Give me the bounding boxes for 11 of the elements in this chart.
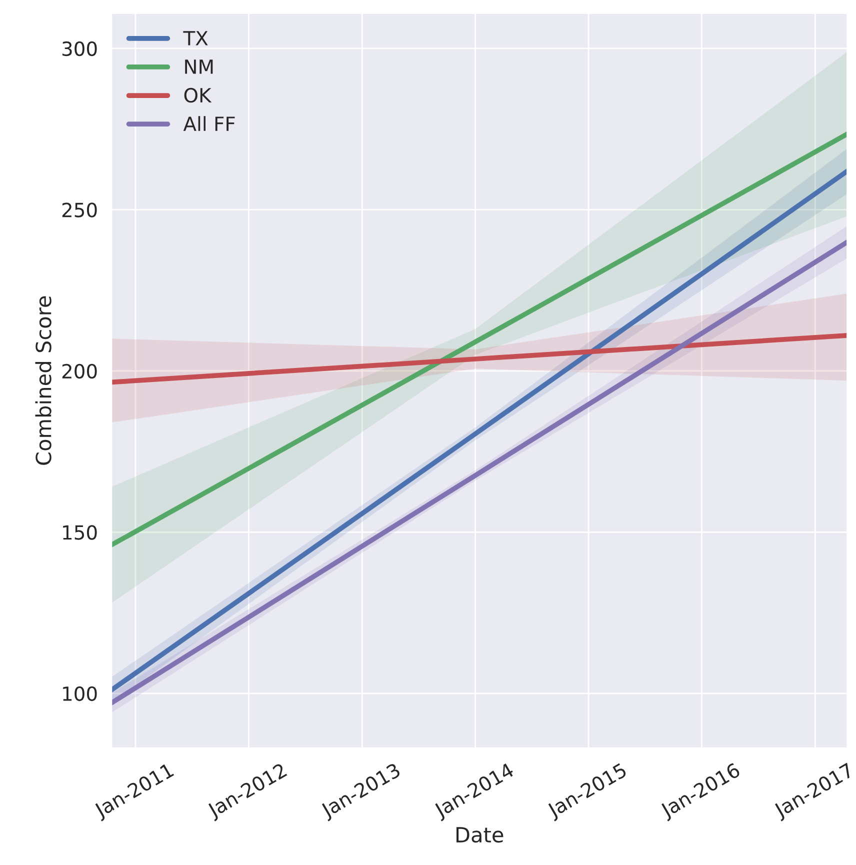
y-tick-label: 250 <box>62 202 97 218</box>
y-tick-label: 150 <box>63 525 97 540</box>
legend-label: TX <box>183 31 208 46</box>
x-axis-title: Date <box>456 827 504 843</box>
y-tick-label: 100 <box>63 686 97 702</box>
y-tick-label: 300 <box>62 41 97 56</box>
legend-label: OK <box>184 88 212 103</box>
legend-label: NM <box>185 60 213 74</box>
y-axis-title: Combined Score <box>35 296 52 465</box>
legend-label: All FF <box>183 116 235 131</box>
y-tick-label: 200 <box>62 364 97 379</box>
